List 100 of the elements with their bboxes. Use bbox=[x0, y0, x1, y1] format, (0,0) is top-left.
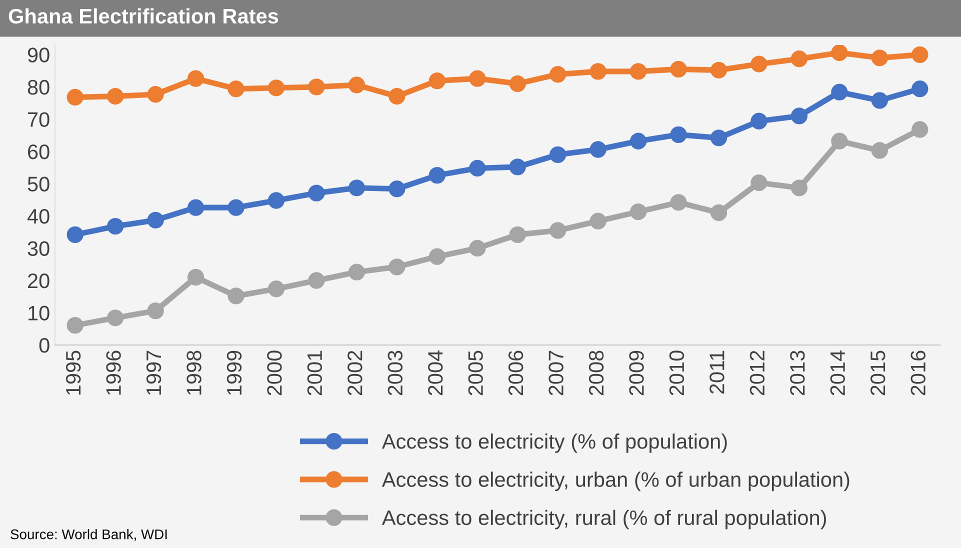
point bbox=[388, 88, 406, 105]
point bbox=[871, 92, 888, 109]
x-tick-label: 1995 bbox=[66, 350, 81, 395]
x-tick-label: 2007 bbox=[548, 350, 564, 396]
point bbox=[670, 60, 687, 78]
x-tick-label: 1998 bbox=[186, 350, 202, 395]
point bbox=[750, 112, 768, 130]
x-tick-label: 2014 bbox=[830, 350, 846, 396]
x-tick-label: 1997 bbox=[146, 350, 162, 395]
x-tick-label: 2016 bbox=[910, 350, 926, 396]
x-tick-label: 2012 bbox=[750, 350, 765, 396]
legend-label: Access to electricity, urban (% of urban population) bbox=[382, 472, 850, 492]
point bbox=[590, 141, 606, 158]
x-tick-label: 2008 bbox=[588, 350, 604, 396]
y-tick-label: 80 bbox=[28, 80, 50, 95]
point bbox=[147, 212, 164, 228]
y-tick-label: 90 bbox=[28, 48, 50, 62]
y-tick-label: 40 bbox=[27, 208, 50, 224]
point bbox=[912, 121, 928, 138]
y-tick-label: 20 bbox=[28, 273, 50, 288]
point bbox=[66, 316, 84, 334]
y-tick-label: 30 bbox=[28, 241, 50, 256]
y-tick-label: 10 bbox=[28, 306, 50, 320]
point bbox=[428, 72, 446, 90]
point bbox=[912, 46, 928, 64]
point bbox=[831, 45, 848, 62]
y-tick-label: 50 bbox=[28, 176, 50, 192]
point bbox=[710, 130, 728, 146]
point bbox=[750, 174, 768, 192]
point bbox=[348, 180, 366, 196]
point bbox=[147, 86, 164, 103]
point bbox=[550, 66, 566, 83]
y-tick-label: 60 bbox=[28, 144, 50, 160]
point bbox=[308, 184, 325, 202]
point bbox=[750, 56, 768, 72]
source-note: Source: World Bank, WDI bbox=[10, 529, 167, 541]
x-tick-label: 2011 bbox=[710, 350, 724, 394]
point bbox=[268, 80, 285, 96]
legend-label: Access to electricity, rural (% of rural population) bbox=[382, 510, 826, 530]
x-tick-label: 2010 bbox=[669, 350, 684, 396]
point bbox=[268, 280, 285, 298]
point bbox=[630, 203, 647, 220]
point bbox=[268, 192, 285, 209]
point bbox=[831, 84, 848, 100]
point bbox=[187, 70, 204, 87]
point bbox=[469, 70, 486, 87]
point bbox=[590, 212, 606, 230]
x-tick-label: 2005 bbox=[468, 350, 483, 396]
point bbox=[428, 248, 446, 265]
x-tick-label: 2003 bbox=[388, 350, 403, 396]
point bbox=[670, 194, 687, 211]
point bbox=[790, 108, 808, 124]
legend-label: Access to electricity (% of population) bbox=[382, 433, 727, 453]
x-tick-label: 2004 bbox=[428, 350, 443, 396]
point bbox=[550, 222, 566, 239]
x-tick-label: 2002 bbox=[348, 350, 362, 396]
point bbox=[469, 240, 486, 257]
y-tick-label: 70 bbox=[28, 112, 50, 127]
point bbox=[790, 50, 808, 68]
point bbox=[469, 160, 486, 177]
point bbox=[187, 199, 204, 216]
point bbox=[228, 80, 244, 98]
point bbox=[509, 226, 526, 244]
chart-title: Ghana Electrification Rates bbox=[8, 8, 278, 24]
x-tick-label: 2006 bbox=[508, 350, 524, 396]
point bbox=[107, 218, 124, 235]
point bbox=[590, 63, 606, 80]
point bbox=[187, 268, 204, 286]
point bbox=[630, 132, 647, 150]
x-tick-label: 2009 bbox=[629, 350, 644, 396]
point bbox=[509, 158, 526, 176]
point bbox=[428, 166, 446, 184]
point bbox=[147, 302, 164, 320]
point bbox=[228, 288, 244, 304]
point bbox=[348, 76, 366, 94]
point bbox=[348, 264, 366, 280]
y-tick-label: 0 bbox=[39, 338, 50, 353]
x-tick-label: 1996 bbox=[106, 350, 121, 395]
point bbox=[228, 199, 244, 216]
x-tick-label: 2000 bbox=[267, 350, 282, 396]
point bbox=[66, 226, 84, 244]
point bbox=[66, 88, 84, 106]
point bbox=[912, 80, 928, 98]
point bbox=[710, 62, 728, 78]
point bbox=[107, 88, 124, 105]
point bbox=[308, 272, 325, 289]
x-tick-label: 2001 bbox=[307, 350, 322, 396]
point bbox=[790, 180, 808, 196]
point bbox=[388, 180, 406, 198]
point bbox=[831, 132, 848, 150]
point bbox=[509, 75, 526, 92]
x-tick-label: 2013 bbox=[790, 350, 805, 396]
point bbox=[710, 204, 728, 222]
point bbox=[630, 63, 647, 80]
x-tick-label: 1999 bbox=[226, 350, 242, 395]
x-tick-label: 2015 bbox=[870, 350, 886, 396]
point bbox=[670, 126, 687, 144]
point bbox=[871, 50, 888, 66]
point bbox=[107, 310, 124, 326]
point bbox=[388, 258, 406, 276]
